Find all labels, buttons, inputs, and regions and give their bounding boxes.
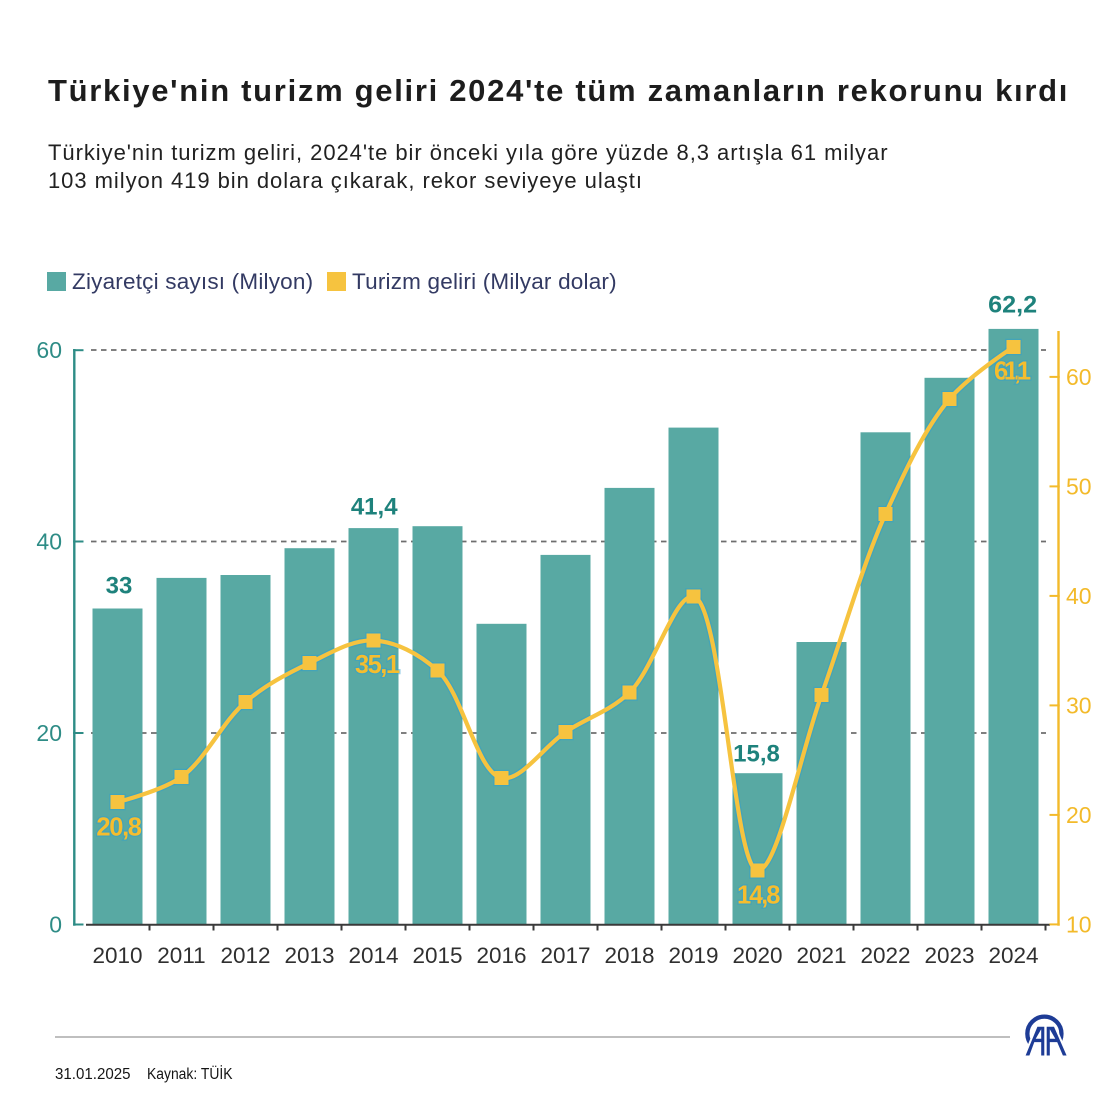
- svg-text:15,8: 15,8: [733, 741, 780, 768]
- svg-text:14,8: 14,8: [737, 882, 781, 910]
- svg-text:2016: 2016: [476, 943, 526, 968]
- svg-text:2024: 2024: [988, 943, 1038, 968]
- svg-text:2022: 2022: [860, 943, 910, 968]
- svg-text:20: 20: [1066, 802, 1092, 828]
- svg-text:30: 30: [1066, 692, 1092, 718]
- svg-text:40: 40: [1066, 583, 1092, 609]
- svg-text:2013: 2013: [284, 943, 334, 968]
- svg-text:20,8: 20,8: [96, 814, 142, 842]
- svg-text:60: 60: [1066, 364, 1092, 390]
- svg-text:40: 40: [36, 529, 62, 555]
- svg-text:10: 10: [1066, 911, 1092, 937]
- svg-text:2010: 2010: [92, 943, 142, 968]
- svg-text:2021: 2021: [796, 943, 846, 968]
- svg-text:61,1: 61,1: [994, 358, 1031, 386]
- svg-text:0: 0: [49, 912, 62, 938]
- svg-text:62,2: 62,2: [988, 292, 1037, 319]
- svg-text:50: 50: [1066, 473, 1092, 499]
- svg-text:2018: 2018: [604, 943, 654, 968]
- svg-text:2014: 2014: [348, 943, 398, 968]
- svg-text:2017: 2017: [540, 943, 590, 968]
- svg-text:20: 20: [36, 720, 62, 746]
- svg-text:2015: 2015: [412, 943, 462, 968]
- svg-text:2023: 2023: [924, 943, 974, 968]
- svg-text:2020: 2020: [732, 943, 782, 968]
- svg-text:41,4: 41,4: [351, 493, 398, 520]
- svg-text:60: 60: [36, 337, 62, 363]
- svg-text:2012: 2012: [220, 943, 270, 968]
- svg-text:2011: 2011: [157, 943, 205, 968]
- svg-text:35,1: 35,1: [355, 651, 400, 679]
- svg-text:Kaynak: TÜİK: Kaynak: TÜİK: [147, 1065, 233, 1083]
- svg-text:2019: 2019: [668, 943, 718, 968]
- svg-text:33: 33: [106, 572, 133, 599]
- svg-text:31.01.2025: 31.01.2025: [55, 1066, 131, 1083]
